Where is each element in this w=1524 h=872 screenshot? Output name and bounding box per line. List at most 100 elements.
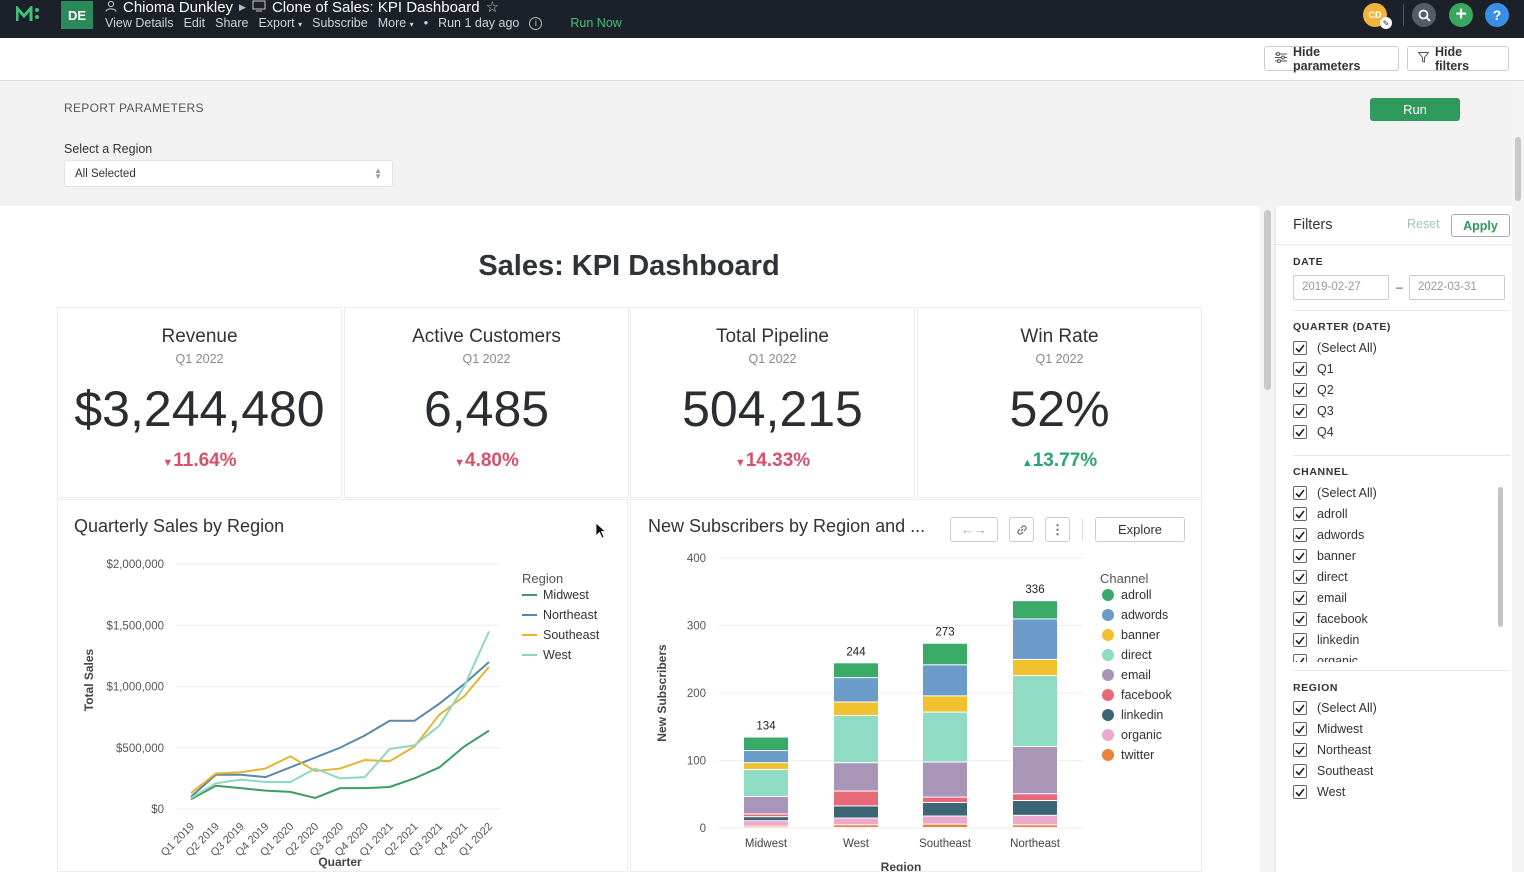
- region-option-label: Southeast: [1317, 764, 1374, 778]
- link-icon[interactable]: [1009, 517, 1034, 542]
- star-icon[interactable]: ☆: [485, 0, 500, 16]
- series-line-west: [190, 630, 490, 799]
- region-option-label: West: [1317, 785, 1346, 799]
- channel-checkbox[interactable]: facebook: [1293, 611, 1368, 627]
- filters-panel: Filters Reset Apply DATE 2019-02-27 – 20…: [1275, 206, 1513, 872]
- y-axis-label: Total Sales: [82, 648, 96, 711]
- bar-segment-direct: [1013, 676, 1057, 746]
- channel-checkbox[interactable]: adroll: [1293, 506, 1348, 522]
- menu-export[interactable]: Export ▾: [258, 16, 303, 30]
- bar-segment-linkedin: [1013, 801, 1057, 815]
- quarter-checkbox[interactable]: Q1: [1293, 361, 1334, 377]
- menu-share[interactable]: Share: [215, 16, 249, 30]
- legend-item: banner: [1121, 628, 1160, 642]
- channel-checkbox[interactable]: email: [1293, 590, 1347, 606]
- info-icon[interactable]: i: [529, 16, 543, 30]
- stacked-bar-chart[interactable]: 0 100 200 300 400 134 Midwest 244 West 273 Southea…: [631, 500, 1201, 871]
- quarter-checkbox[interactable]: Q2: [1293, 382, 1334, 398]
- breadcrumb-user[interactable]: Chioma Dunkley: [123, 0, 234, 16]
- kpi-delta: ▼14.33%: [734, 450, 811, 471]
- explore-button[interactable]: Explore: [1095, 517, 1185, 542]
- line-chart[interactable]: $0 $500,000 $1,000,000 $1,500,000 $2,000,000…: [58, 500, 627, 871]
- checkmark-icon: [1293, 764, 1307, 778]
- x-axis-label: Quarter: [318, 855, 362, 869]
- channel-checkbox[interactable]: adwords: [1293, 527, 1364, 543]
- legend-title: Channel: [1100, 571, 1149, 586]
- breadcrumb-report[interactable]: Clone of Sales: KPI Dashboard: [271, 0, 480, 16]
- channel-filter-label: CHANNEL: [1293, 466, 1349, 478]
- kpi-card-active-customers[interactable]: Active Customers Q1 2022 6,485 ▼4.80%: [344, 307, 629, 498]
- menu-edit[interactable]: Edit: [183, 16, 206, 30]
- legend-swatch: [1102, 589, 1114, 601]
- help-icon[interactable]: ?: [1485, 3, 1509, 27]
- channel-checkbox[interactable]: organic: [1293, 653, 1358, 662]
- legend-item: adwords: [1121, 608, 1168, 622]
- workspace-badge[interactable]: DE: [61, 1, 93, 29]
- search-icon[interactable]: [1412, 3, 1436, 27]
- hide-filters-button[interactable]: Hide filters: [1407, 45, 1509, 73]
- checkmark-icon: [1293, 425, 1307, 439]
- quarter-checkbox[interactable]: (Select All): [1293, 340, 1377, 356]
- checkmark-icon: [1293, 507, 1307, 521]
- quarter-checkbox[interactable]: Q4: [1293, 424, 1334, 440]
- kpi-card-total-pipeline[interactable]: Total Pipeline Q1 2022 504,215 ▼14.33%: [630, 307, 915, 498]
- date-to-input[interactable]: 2022-03-31: [1409, 275, 1505, 300]
- y-tick-label: 200: [687, 688, 706, 700]
- channel-list[interactable]: (Select All) adroll adwords banner direct ema…: [1276, 484, 1513, 662]
- toolbar-divider: [1403, 4, 1404, 26]
- panel-title: New Subscribers by Region and ...: [648, 516, 926, 536]
- dashboard-scrollbar[interactable]: [1260, 206, 1275, 872]
- region-checkbox[interactable]: Northeast: [1293, 742, 1371, 758]
- reset-button[interactable]: Reset: [1407, 217, 1440, 231]
- date-filter-label: DATE: [1293, 256, 1324, 268]
- y-tick-label: $0: [151, 804, 164, 816]
- add-icon[interactable]: +: [1449, 3, 1473, 27]
- quarter-filter-label: QUARTER (DATE): [1293, 321, 1392, 333]
- kpi-card-win-rate[interactable]: Win Rate Q1 2022 52% ▲13.77%: [917, 307, 1202, 498]
- channel-checkbox[interactable]: banner: [1293, 548, 1356, 564]
- quarter-checkbox[interactable]: Q3: [1293, 403, 1334, 419]
- caret-right-icon: ▶: [239, 1, 246, 12]
- page-scrollbar[interactable]: [1512, 81, 1524, 872]
- prev-next-icon[interactable]: ←→: [950, 517, 998, 542]
- channel-checkbox[interactable]: direct: [1293, 569, 1348, 585]
- quarterly-sales-panel[interactable]: Quarterly Sales by Region $0 $500,000 $1,0…: [57, 499, 628, 872]
- dashboard-canvas: Sales: KPI Dashboard Revenue Q1 2022 $3,…: [0, 206, 1260, 872]
- hide-parameters-button[interactable]: Hide parameters: [1264, 45, 1399, 73]
- series-line-midwest: [190, 729, 490, 801]
- report-icon: [252, 0, 266, 16]
- run-now-link[interactable]: Run Now: [570, 16, 622, 30]
- date-from-input[interactable]: 2019-02-27: [1293, 275, 1389, 300]
- pencil-icon[interactable]: ✎: [1380, 17, 1392, 29]
- checkmark-icon: [1293, 785, 1307, 799]
- bar-segment-facebook: [744, 814, 788, 817]
- region-checkbox[interactable]: West: [1293, 784, 1345, 800]
- menu-view-details[interactable]: View Details: [105, 16, 174, 30]
- series-line-southeast: [190, 666, 490, 794]
- region-checkbox[interactable]: (Select All): [1293, 700, 1377, 716]
- bar-segment-banner: [744, 763, 788, 769]
- region-checkbox[interactable]: Midwest: [1293, 721, 1363, 737]
- new-subscribers-panel[interactable]: New Subscribers by Region and ... 0 100 20…: [630, 499, 1202, 872]
- avatar[interactable]: CD: [1363, 3, 1387, 27]
- channel-list-scrollbar[interactable]: [1498, 487, 1503, 627]
- region-checkbox[interactable]: Southeast: [1293, 763, 1373, 779]
- date-separator: –: [1396, 280, 1403, 294]
- region-select[interactable]: All Selected ▲ ▼: [64, 160, 393, 187]
- menu-subscribe[interactable]: Subscribe: [312, 16, 368, 30]
- channel-checkbox[interactable]: (Select All): [1293, 485, 1377, 501]
- user-icon: [105, 0, 117, 16]
- breadcrumb: Chioma Dunkley ▶ Clone of Sales: KPI Das…: [105, 0, 499, 16]
- apply-button[interactable]: Apply: [1451, 214, 1510, 237]
- kpi-card-revenue[interactable]: Revenue Q1 2022 $3,244,480 ▼11.64%: [57, 307, 342, 498]
- y-tick-label: $1,000,000: [106, 682, 164, 694]
- channel-checkbox[interactable]: linkedin: [1293, 632, 1359, 648]
- x-tick-label: West: [843, 838, 870, 850]
- metabase-logo-icon[interactable]: [15, 4, 42, 27]
- kpi-period: Q1 2022: [462, 352, 511, 366]
- legend-item: Northeast: [543, 608, 598, 622]
- menu-more[interactable]: More ▾: [377, 16, 414, 30]
- kpi-title: Total Pipeline: [715, 326, 830, 347]
- more-vertical-icon[interactable]: ⋮: [1045, 517, 1070, 542]
- run-button[interactable]: Run: [1370, 98, 1460, 121]
